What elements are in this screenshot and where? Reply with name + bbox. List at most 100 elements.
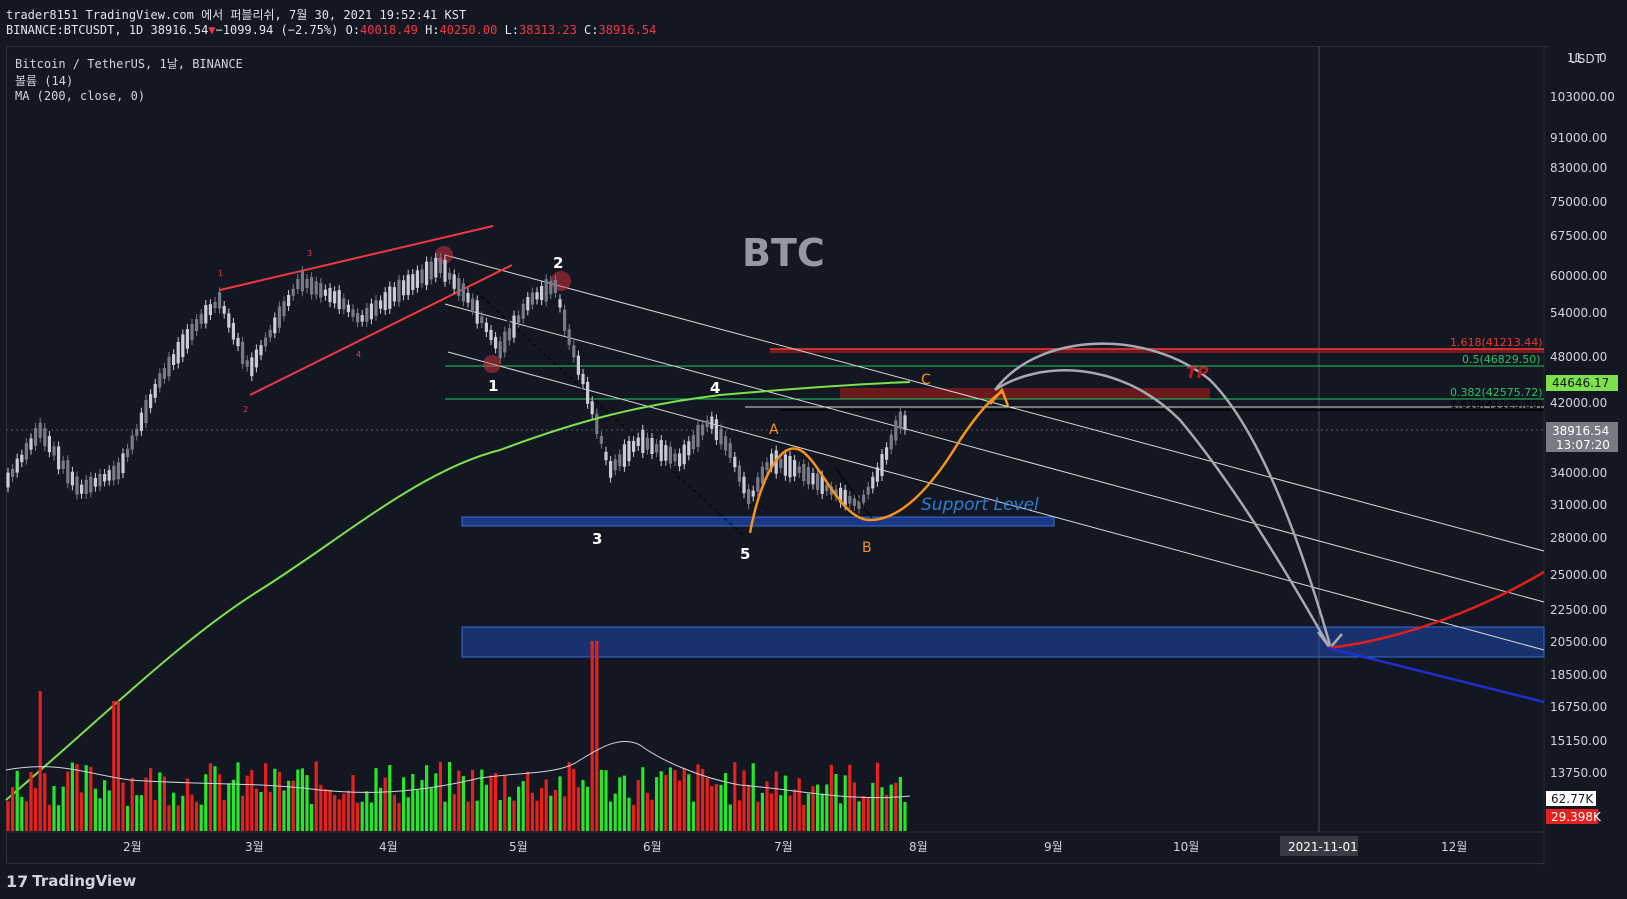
candle-body bbox=[121, 453, 125, 474]
support-zone[interactable] bbox=[461, 516, 1055, 527]
candle-body bbox=[277, 306, 281, 328]
price-axis[interactable] bbox=[1544, 47, 1626, 865]
abc-projection[interactable] bbox=[748, 390, 1003, 534]
volume-bars bbox=[6, 641, 907, 831]
candle-body bbox=[291, 288, 295, 296]
candle-body bbox=[590, 401, 594, 415]
candle-body bbox=[273, 317, 277, 334]
currency-label[interactable]: USDT bbox=[1569, 52, 1603, 66]
candle-body bbox=[328, 287, 332, 303]
candle-body bbox=[75, 476, 79, 495]
volume-bar bbox=[898, 777, 902, 831]
volume-bar bbox=[811, 786, 815, 831]
candle-body bbox=[167, 356, 171, 377]
legend-volume[interactable]: 볼륨 (14) bbox=[15, 74, 74, 88]
tradingview-logo[interactable]: 𝟭𝟳 TradingView bbox=[6, 868, 206, 894]
candle-body bbox=[797, 466, 801, 473]
candle-body bbox=[15, 458, 19, 473]
target-zone[interactable] bbox=[461, 626, 1545, 658]
candle-body bbox=[632, 440, 636, 452]
tp-zone[interactable] bbox=[840, 388, 1210, 399]
bullish-path[interactable] bbox=[1327, 570, 1545, 650]
volume-bar bbox=[820, 793, 824, 831]
candle-body bbox=[24, 442, 28, 460]
legend-series[interactable]: Bitcoin / TetherUS, 1날, BINANCE bbox=[15, 57, 243, 71]
forecast-arc-outer[interactable] bbox=[994, 342, 1332, 646]
candle-body bbox=[397, 279, 401, 302]
bearish-path[interactable] bbox=[1327, 646, 1545, 704]
volume-bar bbox=[655, 777, 659, 831]
price-tick: 15150.00 bbox=[1550, 734, 1607, 748]
time-tick: 6월 bbox=[643, 840, 662, 854]
price-axis-ticks: 103000.00 91000.00 83000.00 75000.00 67500.0… bbox=[1550, 90, 1615, 780]
volume-bar bbox=[130, 777, 134, 831]
candle-body bbox=[429, 261, 433, 280]
volume-bar bbox=[300, 768, 304, 831]
candle-body bbox=[599, 436, 603, 444]
candle-body bbox=[434, 257, 438, 278]
candle-body bbox=[558, 299, 562, 308]
candle-body bbox=[503, 331, 507, 353]
volume-bar bbox=[760, 792, 764, 831]
volume-bar bbox=[530, 792, 534, 831]
candle-body bbox=[604, 451, 608, 461]
candle-body bbox=[149, 394, 153, 409]
volume-bar bbox=[889, 784, 893, 831]
volume-bar bbox=[885, 794, 889, 831]
fib-1618-zone[interactable] bbox=[770, 348, 1544, 353]
candle-body bbox=[379, 300, 383, 309]
volume-bar bbox=[328, 789, 332, 831]
volume-bar bbox=[438, 761, 442, 831]
candle-body bbox=[190, 324, 194, 340]
wedge-upper[interactable] bbox=[219, 225, 494, 291]
candle-body bbox=[314, 281, 318, 295]
candle-body bbox=[498, 341, 502, 359]
price-axis-top-tick-2: 0 bbox=[1599, 51, 1607, 65]
volume-bar bbox=[282, 790, 286, 831]
candle-body bbox=[333, 291, 337, 304]
candle-body bbox=[461, 283, 465, 302]
candle-body bbox=[783, 454, 787, 476]
volume-bar bbox=[756, 801, 760, 831]
volume-bar bbox=[461, 776, 465, 831]
wave-marker-1 bbox=[483, 355, 501, 373]
channel-line-1[interactable] bbox=[444, 254, 1545, 552]
volume-bar bbox=[144, 777, 148, 831]
candle-body bbox=[489, 329, 493, 341]
candle-body bbox=[213, 301, 217, 309]
volume-bar bbox=[66, 771, 70, 831]
candle-body bbox=[544, 279, 548, 302]
wedge-lower[interactable] bbox=[249, 264, 513, 396]
legend-ma[interactable]: MA (200, close, 0) bbox=[15, 89, 146, 103]
candle-body bbox=[176, 341, 180, 364]
volume-bar bbox=[218, 774, 222, 831]
volume-bar bbox=[319, 784, 323, 831]
candle-body bbox=[862, 494, 866, 503]
volume-bar bbox=[691, 801, 695, 831]
candle-body bbox=[613, 459, 617, 471]
volume-bar bbox=[705, 777, 709, 831]
forecast-arc-inner[interactable] bbox=[994, 369, 1330, 646]
candle-body bbox=[701, 424, 705, 436]
price-tick: 67500.00 bbox=[1550, 229, 1607, 243]
volume-bar bbox=[61, 786, 65, 831]
candle-body bbox=[259, 345, 263, 356]
candle-body bbox=[866, 486, 870, 495]
vol-ma-value: 62.77K bbox=[1551, 792, 1594, 806]
channel-line-3[interactable] bbox=[447, 351, 1545, 651]
candle-body bbox=[98, 473, 102, 487]
volume-bar bbox=[411, 773, 415, 831]
channel-line-2[interactable] bbox=[444, 303, 1545, 603]
volume-bar bbox=[678, 780, 682, 831]
candle-body bbox=[705, 420, 709, 428]
volume-bar bbox=[195, 801, 199, 831]
volume-bar bbox=[333, 795, 337, 831]
tradingview-logo-icon: 𝟭𝟳 bbox=[6, 871, 29, 891]
volume-bar bbox=[406, 797, 410, 831]
candle-body bbox=[181, 334, 185, 358]
price-tick: 22500.00 bbox=[1550, 603, 1607, 617]
candle-body bbox=[103, 473, 107, 482]
candle-body bbox=[572, 345, 576, 358]
volume-bar bbox=[199, 804, 203, 831]
